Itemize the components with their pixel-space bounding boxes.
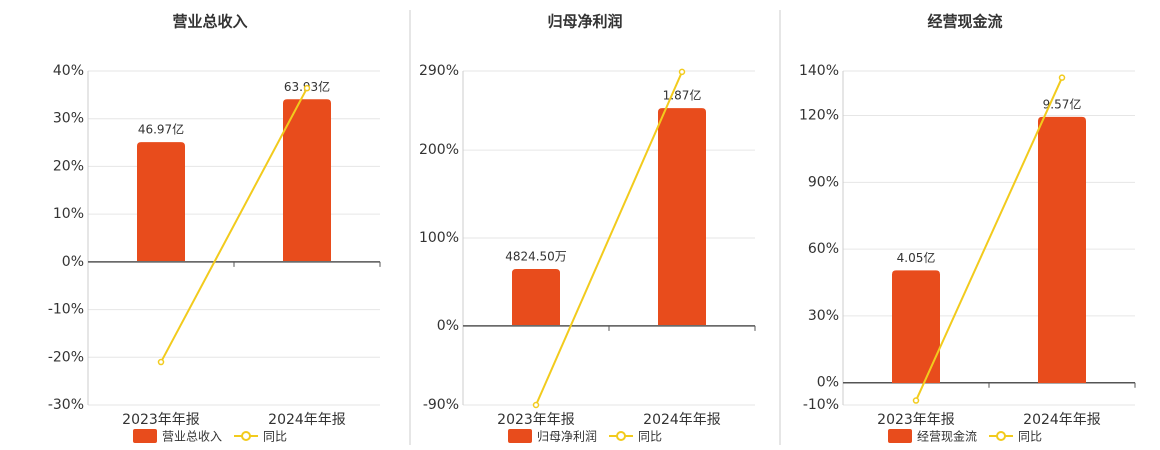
chart-title: 经营现金流 bbox=[927, 13, 1002, 31]
line-marker bbox=[157, 358, 165, 366]
line-marker bbox=[303, 84, 311, 92]
line bbox=[535, 71, 683, 406]
x-tick-label: 2024年年报 bbox=[1023, 412, 1101, 428]
legend-label: 同比 bbox=[638, 430, 662, 444]
y-tick-label: 90% bbox=[808, 174, 839, 190]
y-tick-label: -10% bbox=[48, 302, 84, 318]
line-marker bbox=[912, 397, 920, 404]
bar bbox=[283, 99, 331, 262]
y-tick-label: 0% bbox=[437, 318, 459, 334]
bar bbox=[892, 270, 940, 384]
legend-swatch bbox=[616, 431, 627, 441]
y-tick-label: 60% bbox=[808, 241, 839, 257]
x-tick-label: 2024年年报 bbox=[643, 412, 721, 428]
y-tick-label: 0% bbox=[817, 375, 839, 391]
line-marker bbox=[678, 68, 686, 76]
bar-value-label: 4824.50万 bbox=[505, 250, 567, 264]
chart-title: 归母净利润 bbox=[547, 13, 622, 31]
line-marker bbox=[532, 401, 540, 409]
y-tick-label: -90% bbox=[423, 397, 459, 413]
y-tick-label: 0% bbox=[62, 254, 84, 270]
legend-label: 营业总收入 bbox=[162, 430, 222, 444]
x-tick-label: 2023年年报 bbox=[497, 412, 575, 428]
legend-swatch bbox=[508, 429, 532, 443]
x-tick-label: 2024年年报 bbox=[268, 412, 346, 428]
bar bbox=[512, 269, 560, 325]
y-tick-label: -20% bbox=[48, 349, 84, 365]
legend-label: 同比 bbox=[263, 430, 287, 444]
bar-value-label: 4.05亿 bbox=[897, 250, 936, 265]
y-tick-label: -30% bbox=[48, 397, 84, 413]
y-tick-label: 200% bbox=[419, 142, 459, 158]
legend-label: 经营现金流 bbox=[917, 429, 977, 444]
line bbox=[915, 77, 1063, 401]
bar bbox=[1038, 116, 1086, 384]
line bbox=[160, 87, 308, 363]
y-tick-label: 100% bbox=[419, 230, 459, 246]
x-tick-label: 2023年年报 bbox=[877, 412, 955, 428]
legend-swatch bbox=[888, 429, 912, 443]
y-tick-label: 10% bbox=[53, 206, 84, 222]
y-tick-label: 290% bbox=[419, 63, 459, 79]
y-tick-label: 40% bbox=[53, 63, 84, 79]
legend-label: 同比 bbox=[1018, 430, 1042, 444]
y-tick-label: 120% bbox=[799, 108, 839, 124]
y-tick-label: 140% bbox=[799, 63, 839, 79]
bar-value-label: 1.87亿 bbox=[663, 88, 702, 103]
line-marker bbox=[1058, 74, 1066, 81]
bar bbox=[658, 108, 706, 325]
legend-swatch bbox=[996, 431, 1007, 441]
y-tick-label: 30% bbox=[53, 111, 84, 127]
bar bbox=[137, 142, 185, 262]
legend-swatch bbox=[133, 429, 157, 443]
y-tick-label: 20% bbox=[53, 158, 84, 174]
y-tick-label: 30% bbox=[808, 308, 839, 324]
legend-label: 归母净利润 bbox=[537, 430, 597, 444]
y-tick-label: -10% bbox=[803, 397, 839, 413]
bar-value-label: 46.97亿 bbox=[138, 122, 184, 137]
chart-title: 营业总收入 bbox=[172, 13, 247, 31]
legend-swatch bbox=[241, 431, 252, 441]
x-tick-label: 2023年年报 bbox=[122, 412, 200, 428]
